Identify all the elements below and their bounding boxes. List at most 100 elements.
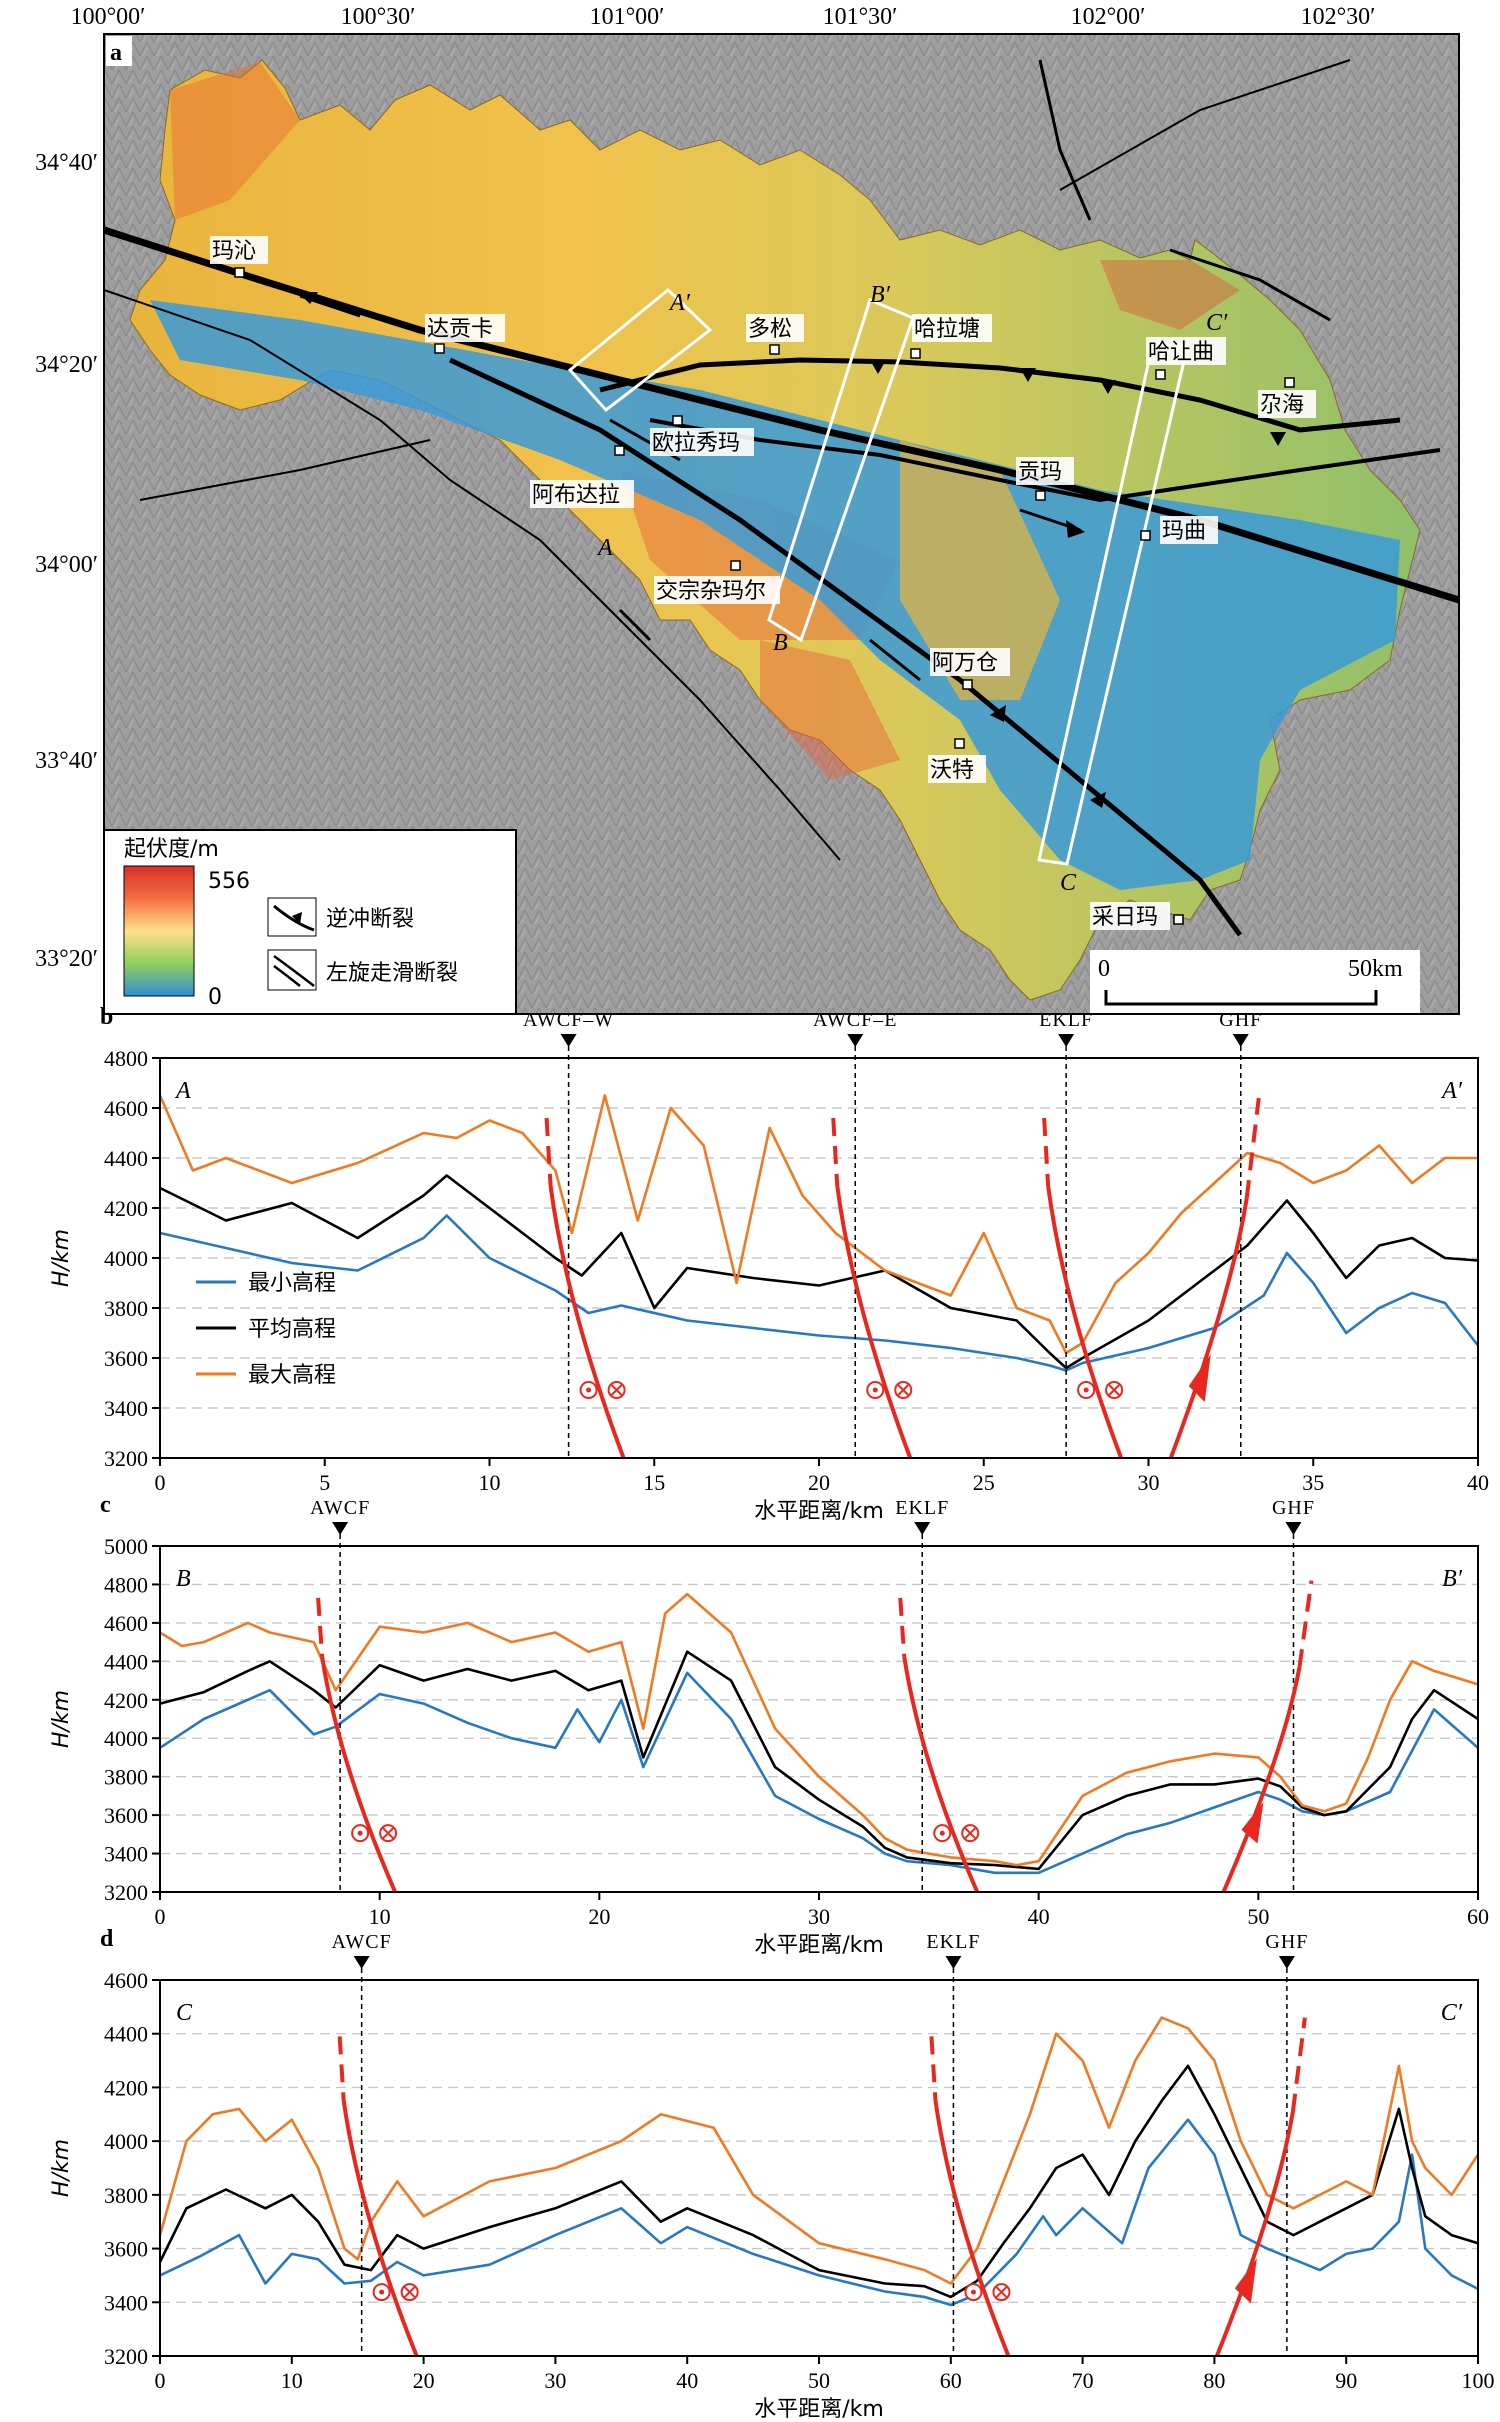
legend-min: 0 (208, 985, 222, 1010)
legend-strike-slip: 左旋走滑断裂 (326, 961, 458, 986)
x-tick-label: 30 (1138, 1470, 1160, 1495)
x-tick-label: 100 (1462, 2368, 1495, 2393)
x-tick-label: 20 (588, 1904, 610, 1929)
series-line (158, 1094, 1478, 1355)
lon-label: 100°30′ (341, 4, 416, 30)
place-label: 多松 (748, 317, 792, 342)
y-tick-label: 4400 (104, 1649, 148, 1674)
place-label: 玛沁 (212, 239, 256, 264)
fault-trace-dashed (831, 1117, 840, 1187)
y-tick-label: 4600 (104, 1611, 148, 1636)
fault-trace (320, 1656, 397, 1893)
x-tick-label: 0 (155, 1904, 166, 1929)
panel-label-a: a (110, 40, 122, 66)
into-page-cross (403, 2286, 416, 2298)
x-tick-label: 40 (1467, 1470, 1489, 1495)
legend-title: 起伏度/m (124, 837, 219, 862)
place-label: 尕海 (1260, 393, 1304, 418)
place-label: 哈让曲 (1148, 340, 1214, 365)
fault-label: EKLF (1039, 1009, 1093, 1031)
lat-label: 34°00′ (35, 552, 98, 578)
x-tick-label: 0 (155, 2368, 166, 2393)
fault-marker-triangle (847, 1034, 864, 1047)
x-axis-label: 水平距离/km (754, 1933, 884, 1958)
lat-label: 33°20′ (35, 946, 98, 972)
fault-trace (835, 1185, 913, 1459)
fault-marker-triangle (353, 1956, 370, 1969)
out-of-page-dot (1083, 1387, 1089, 1393)
into-page-cross (964, 1827, 976, 1839)
profile-label: C (1060, 870, 1077, 896)
profile-label: B′ (870, 282, 891, 308)
y-tick-label: 3200 (104, 2344, 148, 2369)
lat-label: 33°40′ (35, 748, 98, 774)
x-tick-label: 50 (1247, 1904, 1269, 1929)
fault-trace-dashed (337, 2036, 346, 2101)
scale-bar: 0 50km (1090, 950, 1420, 1014)
y-axis-label: H/km (49, 1690, 74, 1748)
scale-zero: 0 (1098, 956, 1110, 982)
into-page-cross (382, 1827, 394, 1839)
x-tick-label: 25 (973, 1470, 995, 1495)
profile-label: A (596, 535, 613, 561)
fault-trace-dashed (1290, 2017, 1307, 2112)
profile-label: C′ (1206, 310, 1228, 336)
lon-label: 101°00′ (590, 4, 665, 30)
fault-trace (1215, 2111, 1295, 2357)
series-line (159, 1671, 1479, 1875)
fault-marker-triangle (1278, 1956, 1295, 1969)
x-tick-label: 60 (1467, 1904, 1489, 1929)
fault-trace-dashed (1244, 1097, 1261, 1199)
fault-trace (548, 1185, 626, 1459)
place-labels: 玛沁 达贡卡 多松 哈拉塘 哈让曲 尕海 欧拉秀玛 阿布达拉 贡玛 玛曲 交宗杂… (210, 236, 1316, 930)
x-tick-label: 30 (808, 1904, 830, 1929)
x-tick-label: 10 (281, 2368, 303, 2393)
fault-trace-dashed (898, 1597, 907, 1657)
lon-label: 101°30′ (823, 4, 898, 30)
fault-label: GHF (1265, 1931, 1308, 1953)
place-label: 达贡卡 (427, 317, 493, 342)
fault-eklf (102, 226, 1461, 604)
fault-trace-dashed (1042, 1117, 1051, 1187)
series-line (159, 2118, 1479, 2307)
y-tick-label: 4200 (104, 2075, 148, 2100)
profile-label: B (773, 630, 788, 656)
profile-start-label: A (174, 1078, 191, 1104)
place-label: 阿万仓 (932, 651, 998, 676)
y-axis-label: H/km (49, 1229, 74, 1287)
fault-ghf (599, 357, 1401, 433)
fault-trace (1168, 1197, 1249, 1459)
out-of-page-dot (586, 1387, 592, 1393)
into-page-cross (1108, 1384, 1120, 1396)
fault-label: AWCF–W (523, 1009, 614, 1031)
thrust-fault-symbol (273, 904, 315, 932)
fault-marker-triangle (914, 1522, 931, 1535)
y-tick-label: 3400 (104, 1842, 148, 1867)
profile-start-label: C (176, 2000, 193, 2026)
y-tick-label: 3200 (104, 1446, 148, 1471)
x-tick-label: 10 (369, 1904, 391, 1929)
fault-trace-dashed (316, 1597, 325, 1657)
y-tick-label: 4200 (104, 1688, 148, 1713)
x-tick-label: 40 (676, 2368, 698, 2393)
latitude-ticks: 34°40′ 34°20′ 34°00′ 33°40′ 33°20′ (35, 150, 98, 972)
profile-label: A′ (668, 290, 691, 316)
scale-end: 50km (1348, 956, 1403, 982)
legend-label: 平均高程 (248, 1317, 336, 1342)
profile-box-a (567, 288, 713, 413)
y-tick-label: 4400 (104, 2022, 148, 2047)
x-tick-label: 30 (544, 2368, 566, 2393)
fault-trace (1221, 1666, 1302, 1893)
map-legend: 起伏度/m 556 0 逆冲断裂 左旋走滑断裂 (103, 829, 517, 1015)
y-tick-label: 3800 (104, 2183, 148, 2208)
y-tick-label: 3600 (104, 1803, 148, 1828)
series-line (159, 1592, 1479, 1867)
plot-frame (159, 1979, 1479, 2357)
place-label: 采日玛 (1092, 905, 1158, 930)
y-tick-label: 3600 (104, 1346, 148, 1371)
x-tick-label: 60 (940, 2368, 962, 2393)
slip-arrow (1241, 1802, 1264, 1844)
longitude-ticks: 100°00′ 100°30′ 101°00′ 101°30′ 102°00′ … (71, 4, 1376, 30)
y-tick-label: 4800 (104, 1572, 148, 1597)
x-tick-label: 70 (1072, 2368, 1094, 2393)
